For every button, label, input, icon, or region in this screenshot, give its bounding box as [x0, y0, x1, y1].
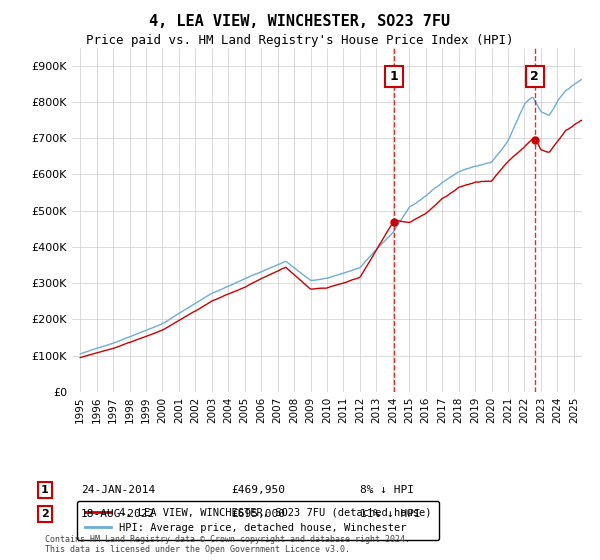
Text: 4, LEA VIEW, WINCHESTER, SO23 7FU: 4, LEA VIEW, WINCHESTER, SO23 7FU — [149, 14, 451, 29]
Text: £695,000: £695,000 — [231, 509, 285, 519]
Text: 2: 2 — [530, 70, 539, 83]
Legend: 4, LEA VIEW, WINCHESTER, SO23 7FU (detached house), HPI: Average price, detached: 4, LEA VIEW, WINCHESTER, SO23 7FU (detac… — [77, 501, 439, 540]
Text: 1: 1 — [41, 485, 49, 495]
Text: Price paid vs. HM Land Registry's House Price Index (HPI): Price paid vs. HM Land Registry's House … — [86, 34, 514, 46]
Text: 8% ↓ HPI: 8% ↓ HPI — [360, 485, 414, 495]
Text: 2: 2 — [41, 509, 49, 519]
Text: Contains HM Land Registry data © Crown copyright and database right 2024.
This d: Contains HM Land Registry data © Crown c… — [45, 535, 410, 554]
Text: 1: 1 — [389, 70, 398, 83]
Text: 11% ↓ HPI: 11% ↓ HPI — [360, 509, 421, 519]
Text: 24-JAN-2014: 24-JAN-2014 — [81, 485, 155, 495]
Text: £469,950: £469,950 — [231, 485, 285, 495]
Text: 18-AUG-2022: 18-AUG-2022 — [81, 509, 155, 519]
